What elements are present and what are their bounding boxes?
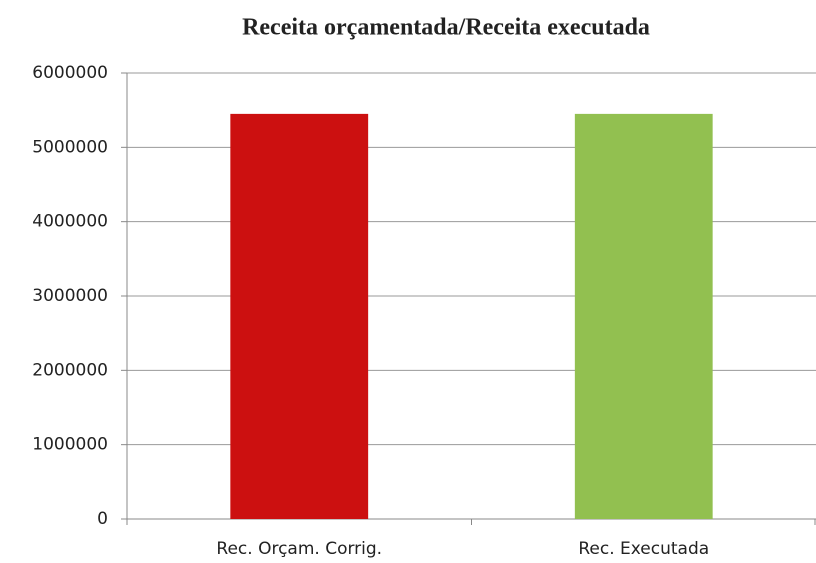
x-tick-label: Rec. Orçam. Corrig. (216, 539, 382, 559)
bar (230, 113, 369, 519)
y-tick-label: 4000000 (32, 212, 108, 232)
y-tick-label: 1000000 (32, 435, 108, 455)
x-tick-label: Rec. Executada (578, 539, 709, 559)
bar (574, 113, 713, 519)
y-tick-label: 6000000 (32, 63, 108, 83)
y-tick-label: 0 (97, 509, 108, 529)
y-tick-label: 3000000 (32, 286, 108, 306)
chart-title: Receita orçamentada/Receita executada (242, 15, 650, 41)
y-tick-label: 2000000 (32, 360, 108, 380)
y-tick-label: 5000000 (32, 137, 108, 157)
